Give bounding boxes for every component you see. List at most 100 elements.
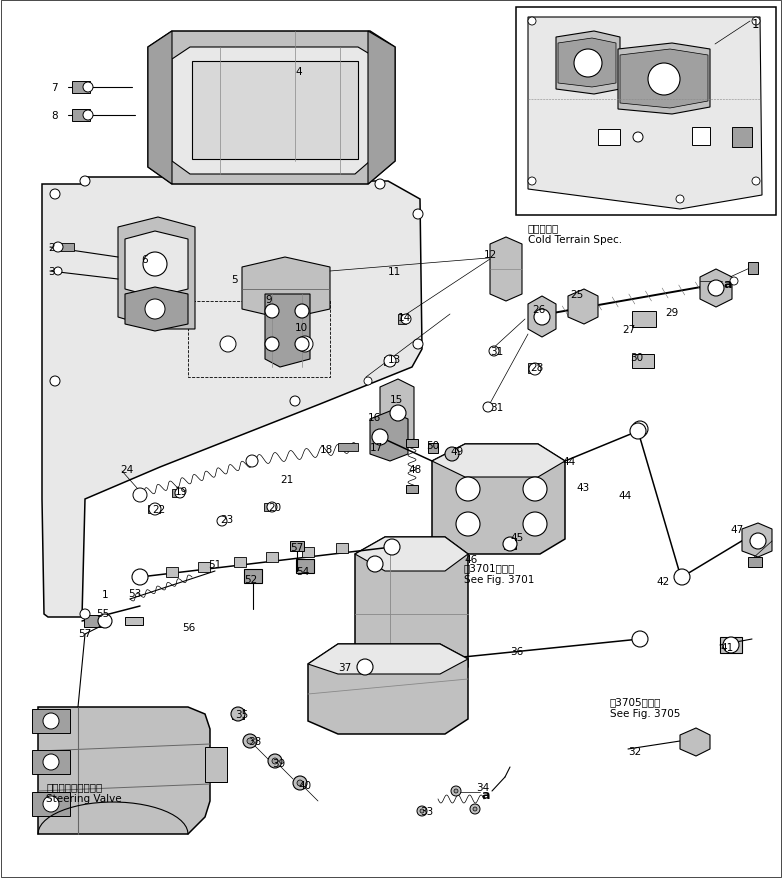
Text: 14: 14 [398,313,411,322]
Circle shape [297,336,313,353]
Bar [125,617,143,625]
Circle shape [290,397,300,407]
Circle shape [413,210,423,220]
Circle shape [220,336,236,353]
Text: 21: 21 [280,474,293,485]
Polygon shape [42,178,422,617]
Circle shape [633,133,643,143]
Circle shape [750,534,766,550]
Circle shape [528,178,536,186]
Polygon shape [620,50,708,109]
Text: 15: 15 [390,394,404,405]
Text: 4: 4 [295,67,302,77]
Circle shape [367,557,383,572]
Circle shape [630,423,646,440]
Circle shape [83,111,93,121]
Text: 51: 51 [208,559,221,569]
Bar [60,244,74,252]
Text: 12: 12 [484,249,497,260]
Circle shape [413,340,423,349]
Text: 24: 24 [120,464,133,474]
Bar [205,747,227,782]
Circle shape [752,178,760,186]
Polygon shape [558,39,616,88]
Circle shape [401,314,411,325]
Circle shape [390,406,406,421]
Circle shape [523,478,547,501]
Text: 53: 53 [128,588,142,598]
Bar [32,792,70,816]
Bar [302,547,314,558]
Circle shape [574,50,602,78]
Circle shape [53,242,63,253]
Bar [428,443,438,453]
Circle shape [265,338,279,351]
Circle shape [364,378,372,385]
Text: 8: 8 [52,111,58,121]
Circle shape [372,429,388,445]
Circle shape [674,569,690,586]
Polygon shape [125,232,188,298]
Polygon shape [556,32,620,95]
Polygon shape [370,412,408,462]
Text: 18: 18 [320,444,333,455]
Circle shape [83,83,93,93]
Circle shape [267,502,277,513]
Circle shape [456,513,480,536]
Text: 56: 56 [182,623,196,632]
Text: 47: 47 [730,524,743,535]
Polygon shape [355,537,468,684]
Text: 28: 28 [530,363,543,372]
Circle shape [217,516,227,527]
Circle shape [293,776,307,790]
Bar [84,615,104,627]
Text: 44: 44 [618,491,631,500]
Text: 41: 41 [720,643,734,652]
Polygon shape [528,297,556,338]
Bar [732,128,752,148]
Bar [32,750,70,774]
Circle shape [133,488,147,502]
Circle shape [445,448,459,462]
Circle shape [149,503,161,515]
Bar [516,8,776,216]
Text: 38: 38 [248,736,261,746]
Bar [266,552,278,563]
Circle shape [50,377,60,386]
Circle shape [470,804,480,814]
Circle shape [295,305,309,319]
Circle shape [272,758,278,764]
Circle shape [723,637,739,653]
Polygon shape [125,288,188,332]
Circle shape [528,18,536,26]
Bar [148,506,160,514]
Polygon shape [355,537,468,572]
Circle shape [43,754,59,770]
Text: 13: 13 [388,355,401,364]
Text: 11: 11 [388,267,401,277]
Circle shape [489,347,499,356]
Text: 2: 2 [48,242,55,253]
Polygon shape [568,290,598,325]
Circle shape [483,402,493,413]
Circle shape [384,539,400,556]
Bar [198,563,210,572]
Bar [72,82,90,94]
Circle shape [247,738,253,745]
Text: 10: 10 [295,322,308,333]
Polygon shape [265,295,310,368]
Polygon shape [680,728,710,756]
Circle shape [417,806,427,816]
Circle shape [175,488,185,499]
Bar [336,543,348,553]
Polygon shape [148,32,172,184]
Text: 42: 42 [656,576,669,587]
Bar [32,709,70,733]
Circle shape [54,268,62,276]
Bar [692,128,710,146]
Bar [384,357,394,365]
Text: 17: 17 [370,443,383,452]
Text: 30: 30 [630,353,643,363]
Text: 45: 45 [510,532,523,543]
Text: 37: 37 [338,662,351,673]
